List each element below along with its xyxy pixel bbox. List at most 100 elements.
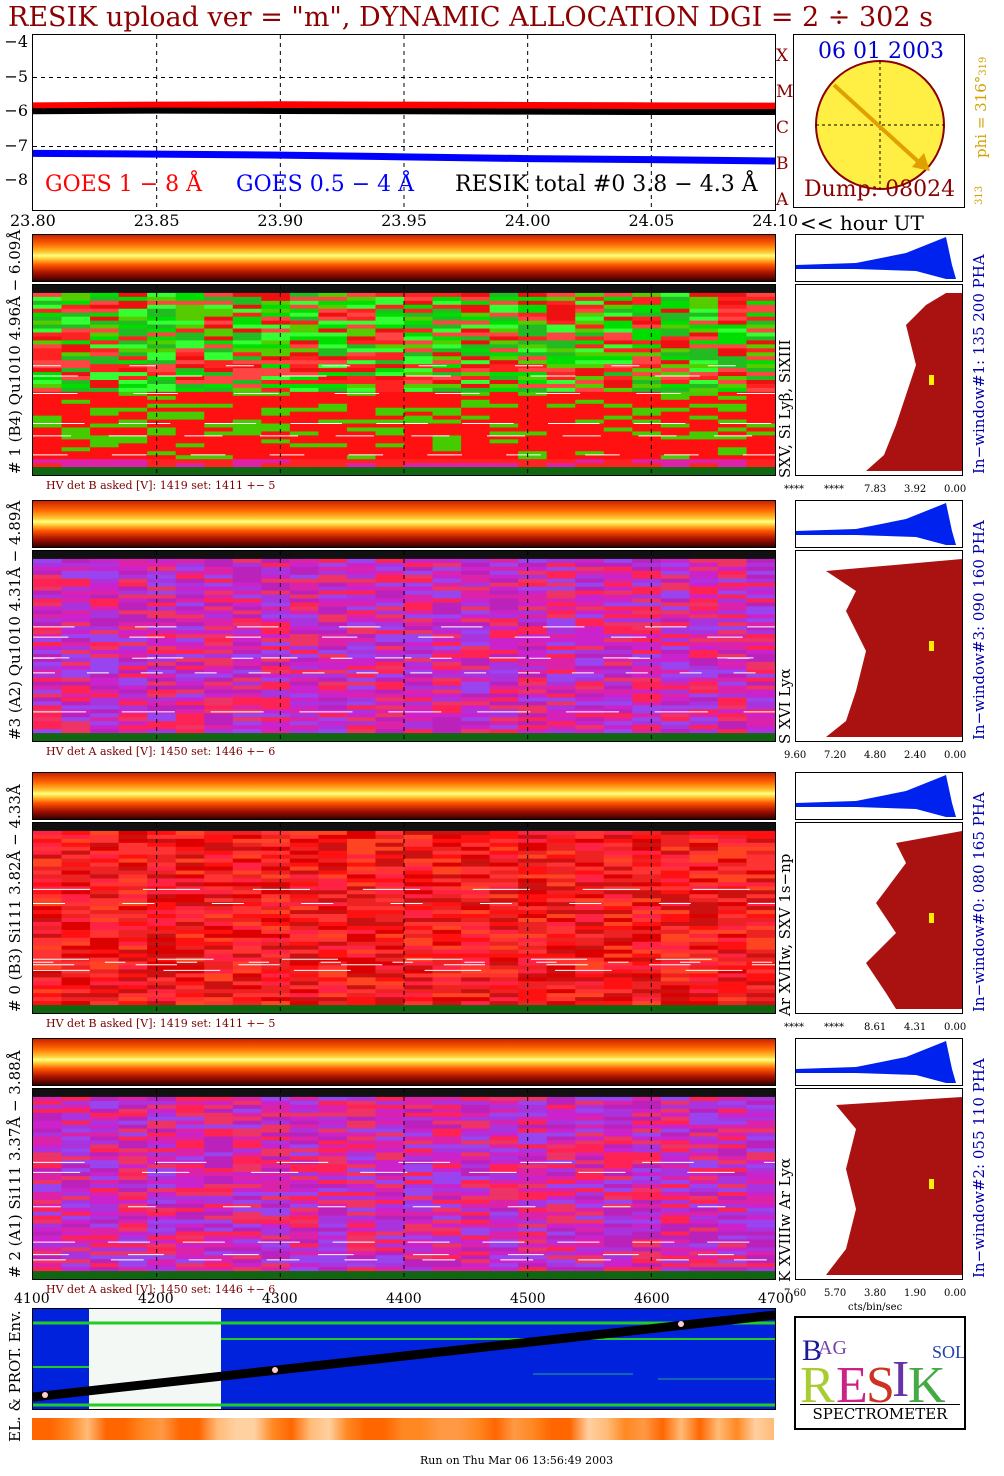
light-curve-svg: [32, 35, 776, 210]
env-label: EL. & PROT. Env.: [6, 1310, 24, 1442]
channel-label: # 1 (B4) Qu1010 4.96Å − 6.09Å: [6, 229, 24, 474]
pha-histogram: [795, 822, 963, 1014]
y-tick-label: −5: [4, 66, 28, 86]
spectral-lines-label: S XVI Lyα: [776, 668, 794, 744]
pha-histogram: [795, 550, 963, 742]
in-window-label: In−window#1: 135 200 PHA: [970, 254, 988, 474]
spectral-lines-label: SXV, Si Lyβ, SiXIII: [776, 339, 794, 478]
x-tick-label: 23.90: [257, 211, 304, 230]
legend-goes-05-4: GOES 0.5 − 4 Å: [236, 172, 415, 197]
pha-axis-label: 4.31: [904, 1022, 927, 1033]
phi-value: phi = 316°: [972, 75, 990, 158]
in-window-label: In−window#0: 080 165 PHA: [970, 792, 988, 1012]
env-x-tick-label: 4500: [510, 1291, 546, 1307]
env-x-tick-label: 4600: [634, 1291, 670, 1307]
spectrum-strip: [32, 500, 776, 548]
legend-goes-1-8: GOES 1 − 8 Å: [45, 172, 203, 197]
sun-date: 06 01 2003: [818, 39, 944, 64]
pha-histogram: [795, 284, 963, 476]
pha-small-histogram: [795, 772, 963, 820]
pha-axis-label: ****: [824, 484, 844, 495]
env-panel: [32, 1308, 776, 1410]
channel-heatmap: [32, 550, 776, 742]
channel-heatmap: [32, 1088, 776, 1280]
phi-label: phi = 316°319: [972, 57, 990, 158]
spectral-lines-label: Ar XVIIw, SXV 1s−np: [776, 853, 794, 1016]
y-tick-label: −6: [4, 101, 28, 120]
pha-axis-label: 7.20: [824, 750, 847, 761]
pha-axis-label: ****: [824, 1022, 844, 1033]
pha-small-histogram: [795, 1038, 963, 1086]
y-tick-label: −7: [4, 135, 28, 155]
y-tick-label: −8: [4, 170, 28, 189]
pha-histogram: [795, 1088, 963, 1280]
phi-upper: 319: [978, 56, 989, 76]
spectral-lines-label: K XVIIIw Ar Lyα: [776, 1158, 794, 1282]
hv-readout: HV det B asked [V]: 1419 set: 1411 +− 5: [46, 1017, 276, 1030]
pha-axis-label: 9.60: [784, 750, 807, 761]
channel-heatmap: [32, 822, 776, 1014]
x-tick-label: 24.10: [752, 211, 798, 230]
env-strip: [32, 1418, 774, 1440]
env-svg: [33, 1309, 775, 1409]
env-x-tick-label: 4300: [262, 1291, 298, 1307]
legend-resik-total: RESIK total #0 3.8 − 4.3 Å: [455, 172, 758, 197]
env-x-tick-label: 4400: [386, 1291, 422, 1307]
page-title: RESIK upload ver = "m", DYNAMIC ALLOCATI…: [8, 2, 933, 33]
env-x-tick-label: 4100: [14, 1291, 50, 1307]
pha-axis-label: 3.92: [904, 484, 927, 495]
spectrum-strip: [32, 234, 776, 282]
pha-small-histogram: [795, 500, 963, 548]
pha-axis-label: 8.61: [864, 1022, 887, 1033]
in-window-label: In−window#3: 090 160 PHA: [970, 520, 988, 740]
pha-axis-label: 7.83: [864, 484, 887, 495]
logo-word: SPECTROMETER: [800, 1404, 960, 1423]
channel-label: # 2 (A1) Si111 3.37Å − 3.88Å: [6, 1050, 24, 1278]
run-timestamp: Run on Thu Mar 06 13:56:49 2003: [420, 1454, 614, 1467]
in-window-label: In−window#2: 055 110 PHA: [970, 1058, 988, 1278]
pha-unit-label: cts/bin/sec: [848, 1302, 903, 1313]
goes-class-letter: X: [776, 46, 789, 66]
pha-axis-label: 0.00: [944, 1288, 967, 1299]
channel-label: #3 (A2) Qu1010 4.31Å − 4.89Å: [6, 500, 24, 740]
series-line-0: [32, 101, 776, 112]
hv-readout: HV det B asked [V]: 1419 set: 1411 +− 5: [46, 479, 276, 492]
x-tick-label: 23.85: [133, 211, 180, 230]
dump-label: Dump: 08024: [804, 177, 956, 202]
hv-readout: HV det A asked [V]: 1450 set: 1446 +− 6: [46, 1283, 276, 1296]
x-tick-label: 23.95: [381, 211, 427, 230]
x-tick-label: 24.05: [628, 211, 675, 230]
pha-axis-label: 4.80: [864, 750, 887, 761]
goes-class-letter: B: [776, 154, 789, 174]
pha-axis-label: 7.60: [784, 1288, 807, 1299]
env-x-tick-label: 4200: [138, 1291, 174, 1307]
sun-disc-svg: [815, 60, 945, 190]
sun-box: 06 01 2003 Dump: 08024: [793, 34, 965, 208]
env-trend-line: [33, 1310, 775, 1402]
resik-logo: B AG R E S I K SOLAR SPECTROMETER: [794, 1316, 991, 1430]
goes-class-letter: M: [776, 82, 794, 102]
env-x-tick-label: 4700: [758, 1291, 794, 1307]
pha-axis-label: 0.00: [944, 484, 967, 495]
channel-label: # 0 (B3) Si111 3.82Å − 4.33Å: [6, 784, 24, 1012]
hour-ut-label: << hour UT: [800, 211, 924, 235]
light-curve-plot: [32, 34, 776, 211]
channel-heatmap: [32, 284, 776, 476]
pha-axis-label: 1.90: [904, 1288, 927, 1299]
pha-axis-label: 0.00: [944, 750, 967, 761]
pha-axis-label: ****: [784, 1022, 804, 1033]
pha-axis-label: ****: [784, 484, 804, 495]
x-tick-label: 23.80: [10, 211, 56, 230]
spectrum-strip: [32, 772, 776, 820]
goes-class-letter: A: [776, 190, 789, 210]
sun-direction-arrow: [832, 83, 924, 167]
pha-axis-label: 3.80: [864, 1288, 887, 1299]
phi-lower-label: 313: [974, 185, 985, 205]
series-line-1: [32, 149, 776, 165]
y-tick-label: −4: [4, 32, 28, 51]
pha-small-histogram: [795, 234, 963, 282]
hv-readout: HV det A asked [V]: 1450 set: 1446 +− 6: [46, 745, 276, 758]
pha-axis-label: 2.40: [904, 750, 927, 761]
series-line-2: [32, 107, 775, 115]
spectrum-strip: [32, 1038, 776, 1086]
